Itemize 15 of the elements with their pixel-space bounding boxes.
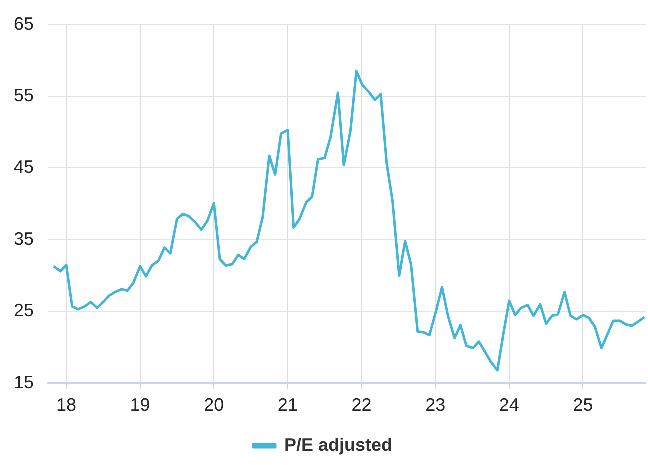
y-tick-label: 65 [14, 14, 34, 34]
x-tick-label: 23 [426, 395, 446, 416]
x-tick-label: 20 [204, 395, 224, 416]
x-tick-label: 24 [499, 395, 520, 416]
y-tick-label: 55 [14, 85, 34, 106]
x-tick-label: 21 [278, 395, 298, 416]
y-tick-label: 45 [14, 157, 34, 178]
y-tick-label: 25 [14, 300, 34, 321]
legend-label: P/E adjusted [284, 434, 393, 455]
x-tick-label: 22 [352, 395, 372, 416]
x-tick-label: 18 [56, 395, 76, 416]
x-tick-label: 19 [130, 395, 150, 416]
y-tick-label: 15 [14, 372, 34, 392]
y-tick-label: 35 [14, 228, 34, 249]
x-tick-label: 25 [573, 395, 594, 416]
